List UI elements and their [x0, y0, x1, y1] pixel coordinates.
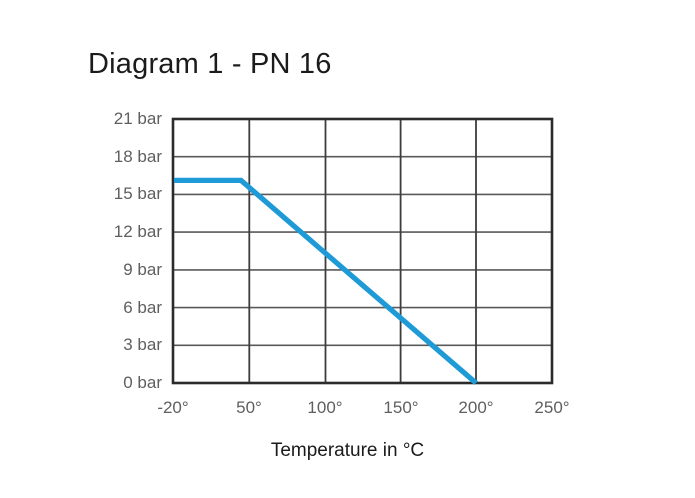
- xtick-label-200: 200°: [458, 398, 494, 417]
- data-line-pn16: [174, 177, 478, 385]
- plot-background: [173, 119, 552, 383]
- xtick-label-minus20: -20°: [157, 398, 189, 417]
- ytick-label-6: 6 bar: [123, 297, 162, 317]
- x-axis-title: Temperature in °C: [270, 440, 425, 461]
- chart-title: Diagram 1 - PN 16: [88, 48, 332, 80]
- ytick-label-9: 9 bar: [123, 259, 162, 279]
- ytick-label-0: 0 bar: [123, 373, 162, 392]
- xtick-label-100: 100°: [307, 398, 343, 417]
- ytick-label-21: 21 bar: [113, 109, 162, 128]
- xtick-label-250: 250°: [534, 398, 570, 417]
- ytick-label-15: 15 bar: [113, 184, 162, 204]
- xtick-label-150: 150°: [383, 398, 419, 417]
- ytick-label-3: 3 bar: [123, 335, 162, 355]
- vertical-gridlines: [248, 119, 477, 383]
- xtick-label-50: 50°: [236, 398, 262, 417]
- ytick-label-18: 18 bar: [113, 146, 162, 166]
- plot-border: [171, 117, 554, 385]
- ytick-label-12: 12 bar: [113, 222, 162, 242]
- horizontal-gridlines: [173, 155, 552, 347]
